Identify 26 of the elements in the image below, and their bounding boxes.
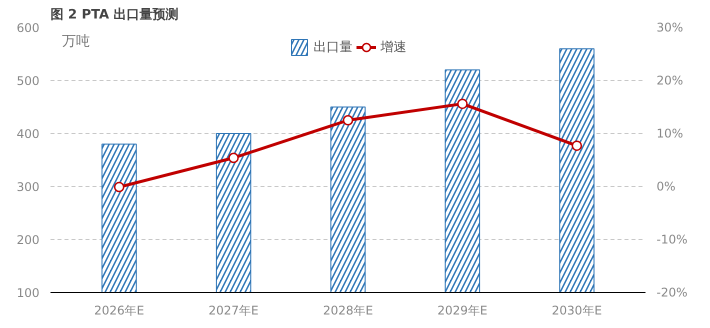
point (228, 152, 239, 164)
point (114, 182, 124, 192)
y-tick-label: 400 (16, 127, 40, 141)
x-tick-label: 2027年E (208, 304, 259, 318)
y-tick-label: 500 (16, 74, 40, 88)
legend-label: 增速 (380, 39, 406, 56)
point (572, 140, 582, 151)
y2-tick-label: 20% (656, 74, 684, 88)
y-tick-label: 200 (16, 233, 40, 247)
y2-tick-label: -20% (656, 286, 688, 300)
point (457, 98, 468, 110)
x-tick-label: 2028年E (322, 304, 374, 318)
y2-tick-label: 10% (656, 126, 684, 140)
y-axis-title: 万吨 (62, 34, 90, 50)
y-tick-label: 100 (16, 286, 40, 300)
x-tick-label: 2030年E (552, 304, 602, 318)
point (342, 115, 354, 126)
y2-tick-label: 0% (656, 180, 676, 194)
x-tick-label: 2026年E (94, 304, 144, 318)
y2-tick-label: 30% (656, 20, 684, 34)
x-tick-label: 2029年E (437, 304, 488, 318)
chart-title: 图 2 PTA 出口量预测 (50, 8, 179, 22)
legend-label: 出口量 (314, 39, 352, 56)
y2-tick-label: -10% (656, 232, 688, 246)
y-tick-label: 600 (16, 21, 40, 35)
y-tick-label: 300 (16, 180, 40, 194)
